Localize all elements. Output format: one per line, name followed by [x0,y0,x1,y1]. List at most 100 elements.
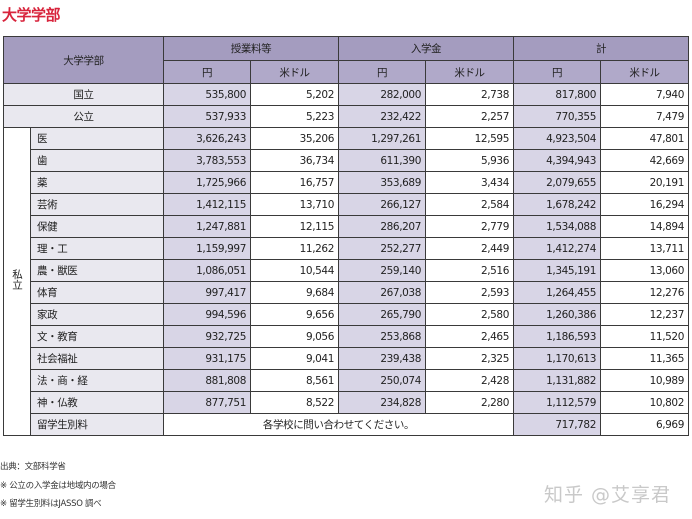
table-row-foreign-student: 留学生別料 各学校に問い合わせてください。 717,782 6,969 [4,413,689,436]
total-usd: 47,801 [600,127,689,150]
entrance-usd: 2,465 [425,325,514,348]
tuition-yen: 1,725,966 [163,171,251,194]
total-yen: 1,345,191 [513,259,601,282]
tuition-yen: 1,159,997 [163,237,251,260]
total-yen: 817,800 [513,83,601,106]
entrance-yen: 282,000 [338,83,426,106]
entrance-usd: 2,593 [425,281,514,304]
table-row: 法・商・経 881,808 8,561 250,074 2,428 1,131,… [4,369,689,392]
entrance-yen: 232,422 [338,105,426,128]
table-row: 神・仏教 877,751 8,522 234,828 2,280 1,112,5… [4,391,689,414]
total-yen: 717,782 [513,413,601,436]
tuition-yen: 535,800 [163,83,251,106]
tuition-usd: 9,684 [250,281,339,304]
row-label: 芸術 [30,193,164,216]
tuition-usd: 5,223 [250,105,339,128]
table-row: 保健 1,247,881 12,115 286,207 2,779 1,534,… [4,215,689,238]
table-row: 私立 医 3,626,243 35,206 1,297,261 12,595 4… [3,127,689,436]
total-yen: 1,678,242 [513,193,601,216]
total-yen: 4,923,504 [513,127,601,150]
private-group-label: 私立 [3,127,31,436]
tuition-yen: 1,086,051 [163,259,251,282]
entrance-yen: 611,390 [338,149,426,172]
row-label: 公立 [3,105,164,128]
entrance-usd: 2,516 [425,259,514,282]
entrance-usd: 2,325 [425,347,514,370]
entrance-yen: 286,207 [338,215,426,238]
total-usd: 7,479 [600,105,689,128]
total-usd: 20,191 [600,171,689,194]
entrance-usd: 2,779 [425,215,514,238]
group-header-tuition: 授業料等 [163,36,339,61]
tuition-yen: 931,175 [163,347,251,370]
entrance-usd: 2,257 [425,105,514,128]
tuition-usd: 36,734 [250,149,339,172]
table-row: 体育 997,417 9,684 267,038 2,593 1,264,455… [4,281,689,304]
total-yen: 1,260,386 [513,303,601,326]
entrance-yen: 239,438 [338,347,426,370]
tuition-yen: 3,783,553 [163,149,251,172]
tuition-usd: 9,656 [250,303,339,326]
group-header-total: 計 [513,36,689,61]
total-usd: 10,989 [600,369,689,392]
total-yen: 1,534,088 [513,215,601,238]
entrance-usd: 2,280 [425,391,514,414]
subheader-yen: 円 [163,60,251,84]
source-note: 出典：文部科学省 [0,462,66,472]
total-usd: 11,520 [600,325,689,348]
table-row: 農・獣医 1,086,051 10,544 259,140 2,516 1,34… [4,259,689,282]
row-label: 薬 [30,171,164,194]
entrance-yen: 250,074 [338,369,426,392]
table-row: 社会福祉 931,175 9,041 239,438 2,325 1,170,6… [4,347,689,370]
total-yen: 1,264,455 [513,281,601,304]
total-usd: 6,969 [600,413,689,436]
tuition-usd: 13,710 [250,193,339,216]
table-row: 文・教育 932,725 9,056 253,868 2,465 1,186,5… [4,325,689,348]
tuition-yen: 994,596 [163,303,251,326]
tuition-yen: 932,725 [163,325,251,348]
tuition-yen: 1,247,881 [163,215,251,238]
row-label: 文・教育 [30,325,164,348]
subheader-yen: 円 [513,60,601,84]
table-row: 家政 994,596 9,656 265,790 2,580 1,260,386… [4,303,689,326]
total-usd: 13,060 [600,259,689,282]
footnote: ※ 留学生別料はJASSO 調べ [0,499,102,509]
table-row: 薬 1,725,966 16,757 353,689 3,434 2,079,6… [4,171,689,194]
entrance-usd: 2,428 [425,369,514,392]
entrance-yen: 253,868 [338,325,426,348]
row-label: 保健 [30,215,164,238]
tuition-yen: 877,751 [163,391,251,414]
subheader-usd: 米ドル [425,60,514,84]
footnote: ※ 公立の入学金は地域内の場合 [0,480,116,491]
tuition-usd: 16,757 [250,171,339,194]
entrance-usd: 2,580 [425,303,514,326]
tuition-usd: 8,522 [250,391,339,414]
tuition-usd: 12,115 [250,215,339,238]
tuition-yen: 537,933 [163,105,251,128]
total-usd: 13,711 [600,237,689,260]
page-title: 大学学部 [2,6,61,24]
contact-school-note: 各学校に問い合わせてください。 [163,413,514,436]
total-usd: 12,276 [600,281,689,304]
entrance-yen: 353,689 [338,171,426,194]
tuition-yen: 997,417 [163,281,251,304]
table-row: 理・工 1,159,997 11,262 252,277 2,449 1,412… [4,237,689,260]
total-yen: 1,412,274 [513,237,601,260]
table-row: 歯 3,783,553 36,734 611,390 5,936 4,394,9… [4,149,689,172]
tuition-yen: 1,412,115 [163,193,251,216]
entrance-yen: 234,828 [338,391,426,414]
entrance-yen: 266,127 [338,193,426,216]
tuition-usd: 9,056 [250,325,339,348]
group-header-entrance: 入学金 [338,36,514,61]
entrance-yen: 267,038 [338,281,426,304]
tuition-usd: 8,561 [250,369,339,392]
table-row-public: 公立 537,933 5,223 232,422 2,257 770,355 7… [3,105,689,128]
entrance-usd: 2,584 [425,193,514,216]
tuition-usd: 11,262 [250,237,339,260]
row-label: 体育 [30,281,164,304]
total-usd: 12,237 [600,303,689,326]
entrance-usd: 2,738 [425,83,514,106]
table-row: 芸術 1,412,115 13,710 266,127 2,584 1,678,… [4,193,689,216]
total-yen: 2,079,655 [513,171,601,194]
entrance-usd: 2,449 [425,237,514,260]
